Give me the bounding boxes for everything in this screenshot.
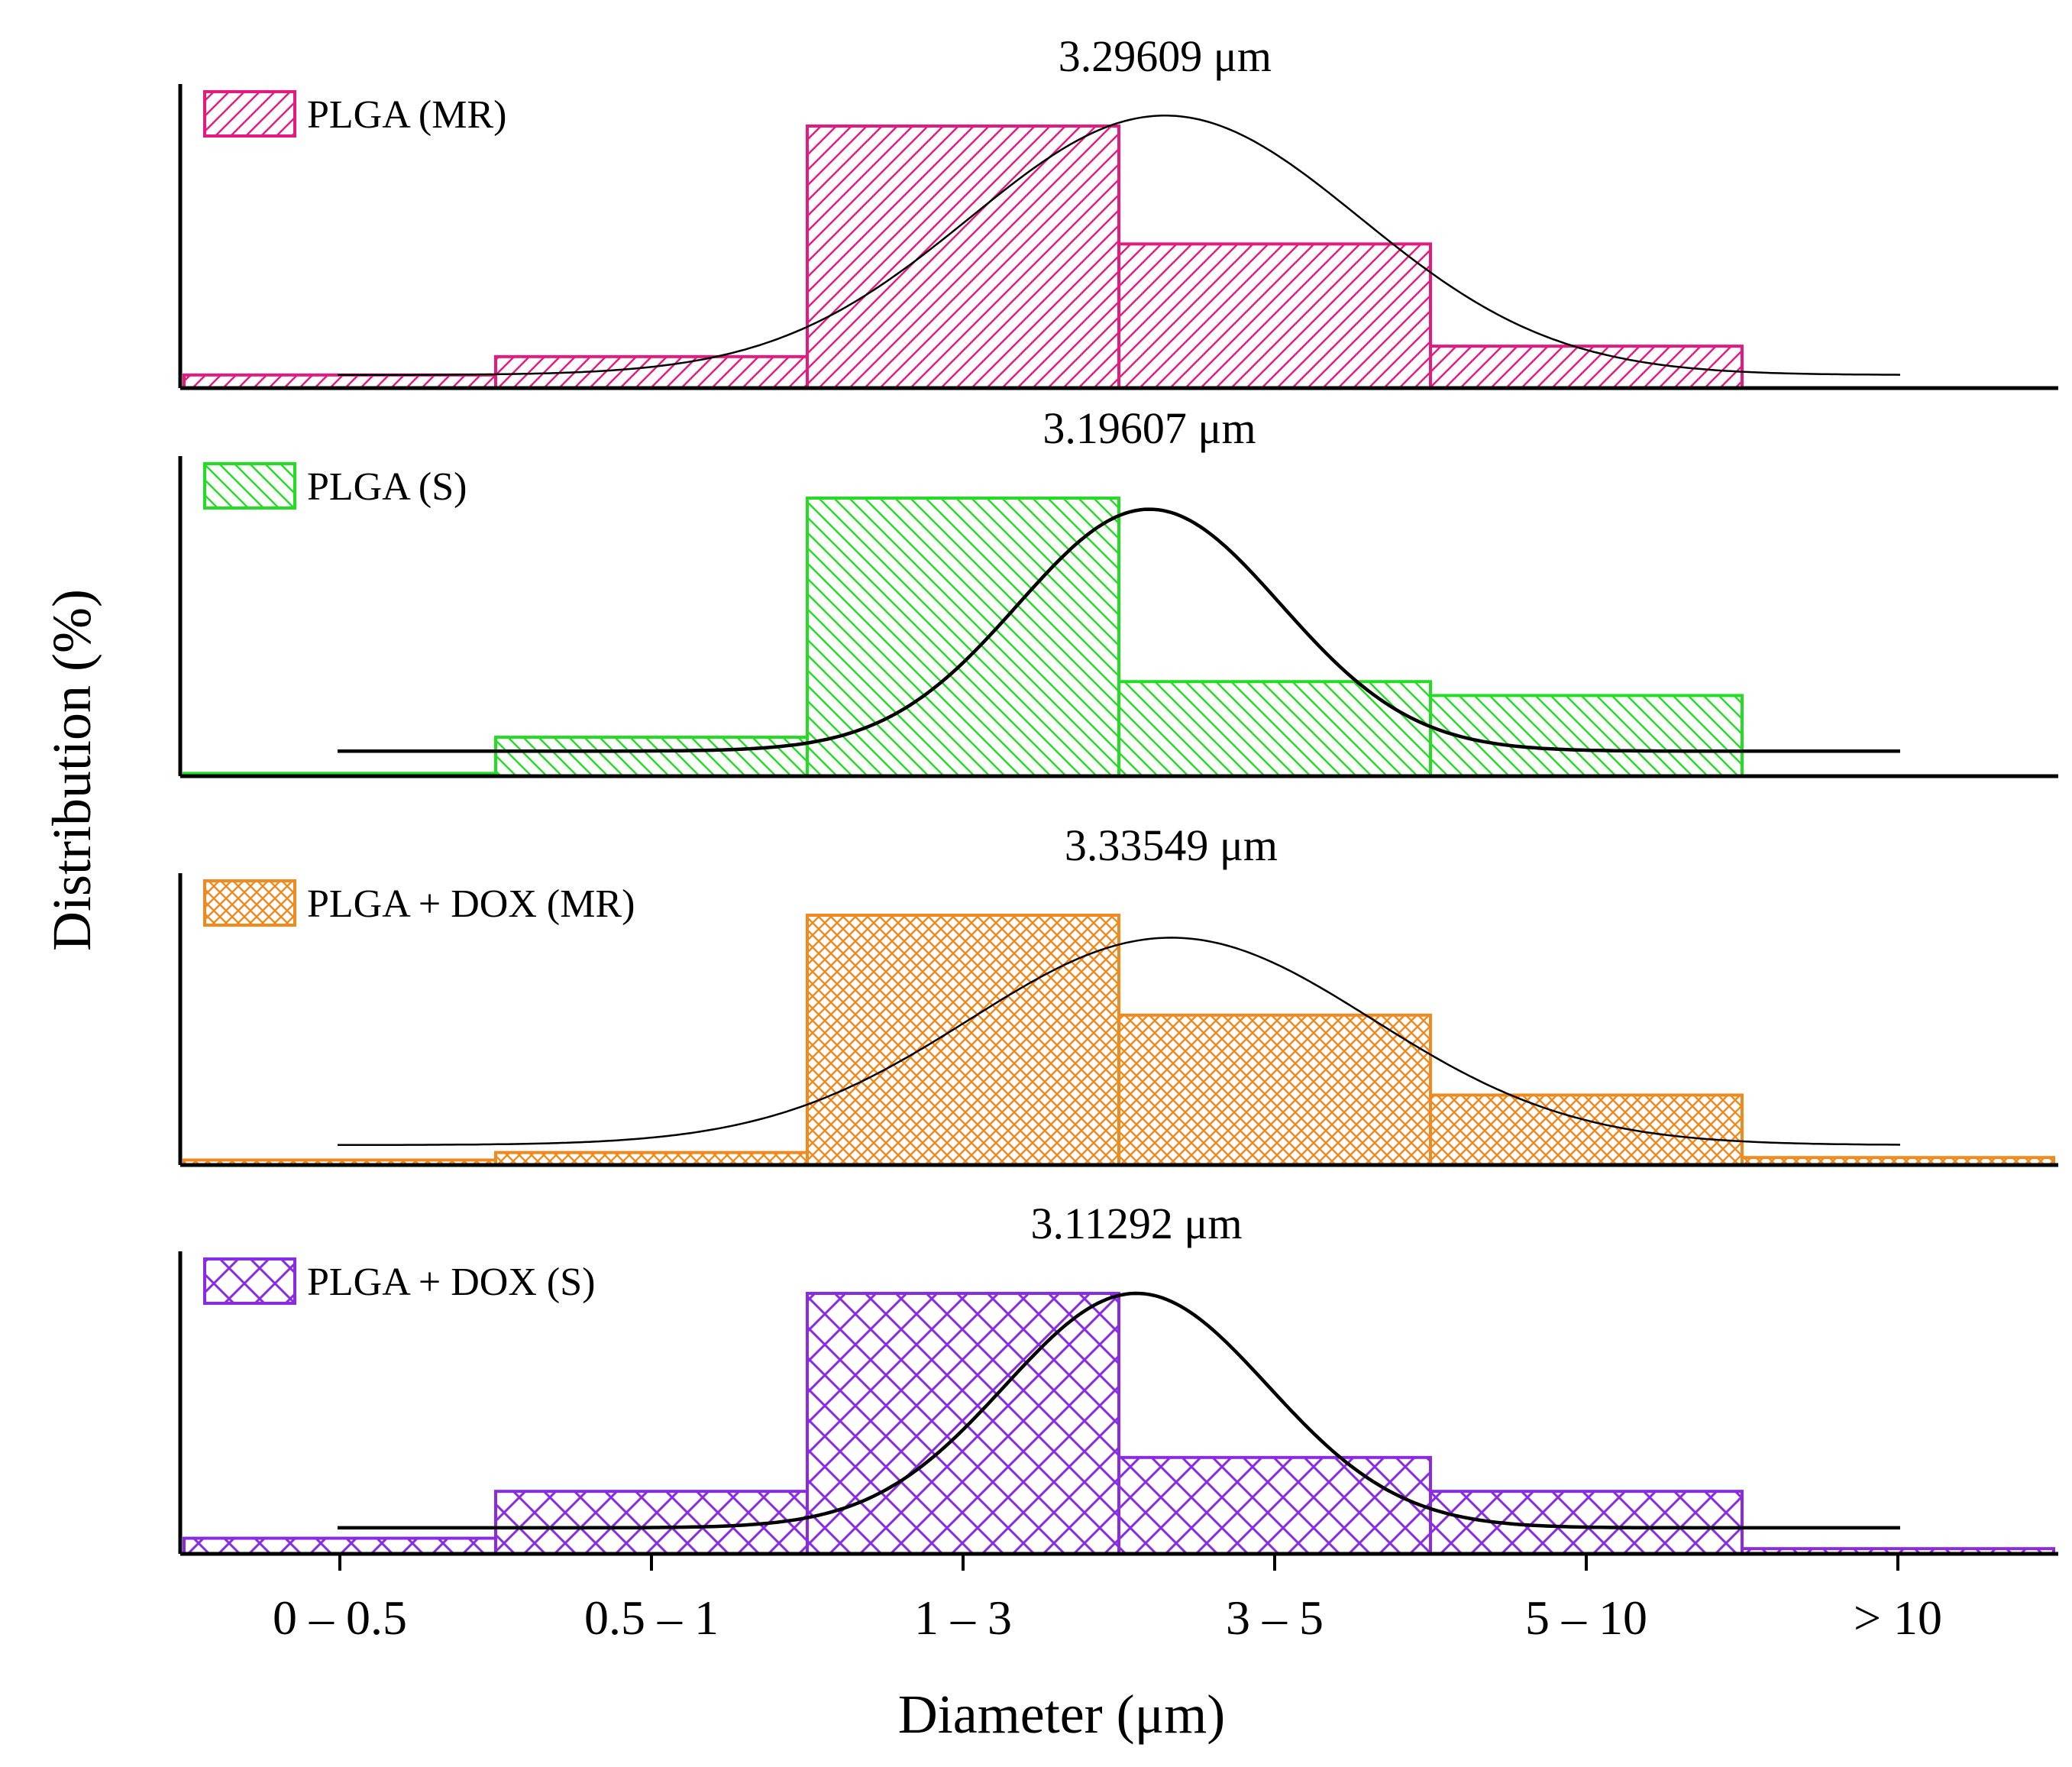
fit-curve-4 (338, 1291, 1900, 1530)
mean-label-4: 3.11292 μm (1031, 1199, 1243, 1248)
y-axis-title: Distribution (%) (41, 589, 102, 951)
mean-label-1: 3.29609 μm (1059, 31, 1272, 81)
bar-3-3 (806, 914, 1120, 1167)
legend-swatch-4 (203, 1257, 296, 1305)
fit-curve-1 (338, 115, 1901, 377)
panel-3: PLGA + DOX (MR) 3.33549 μm (178, 820, 2058, 1167)
bar-1-2 (494, 354, 809, 390)
bar-2-3 (806, 497, 1120, 778)
bar-4-3 (806, 1292, 1120, 1555)
mean-label-3: 3.33549 μm (1065, 820, 1278, 870)
bar-4-1 (183, 1536, 497, 1556)
x-tick-label-1: 0 – 0.5 (273, 1591, 407, 1645)
legend-swatch-2 (203, 462, 296, 510)
x-axis-title: Diameter (μm) (898, 1684, 1225, 1745)
bar-2-5 (1429, 694, 1744, 778)
x-tick-label-4: 3 – 5 (1226, 1591, 1324, 1645)
x-tick-label-6: > 10 (1854, 1591, 1942, 1645)
legend-label-1: PLGA (MR) (307, 93, 506, 137)
bar-2-4 (1117, 680, 1432, 778)
legend-label-2: PLGA (S) (307, 465, 467, 509)
legend-label-4: PLGA + DOX (S) (307, 1261, 595, 1304)
bar-1-5 (1429, 345, 1744, 390)
bar-2-2 (494, 736, 809, 778)
panel-4: PLGA + DOX (S) 3.11292 μm (178, 1199, 2058, 1556)
bar-3-4 (1117, 1013, 1432, 1167)
bar-4-4 (1117, 1455, 1432, 1555)
legend-swatch-1 (203, 90, 296, 138)
mean-label-2: 3.19607 μm (1042, 403, 1256, 453)
fit-curve-2 (338, 507, 1900, 753)
x-tick-label-2: 0.5 – 1 (584, 1591, 719, 1645)
fit-curve-3 (338, 937, 1901, 1147)
bar-1-3 (806, 125, 1120, 390)
legend-swatch-3 (203, 879, 296, 927)
bar-4-5 (1429, 1490, 1744, 1556)
bar-3-5 (1429, 1093, 1744, 1167)
x-tick-label-5: 5 – 10 (1525, 1591, 1647, 1645)
bar-1-1 (183, 373, 497, 390)
bar-1-4 (1117, 242, 1432, 390)
x-tick-label-3: 1 – 3 (914, 1591, 1012, 1645)
panel-2: PLGA (S) 3.19607 μm (178, 403, 2058, 778)
legend-label-3: PLGA + DOX (MR) (307, 882, 635, 926)
panel-1: PLGA (MR) 3.29609 μm (178, 31, 2058, 390)
